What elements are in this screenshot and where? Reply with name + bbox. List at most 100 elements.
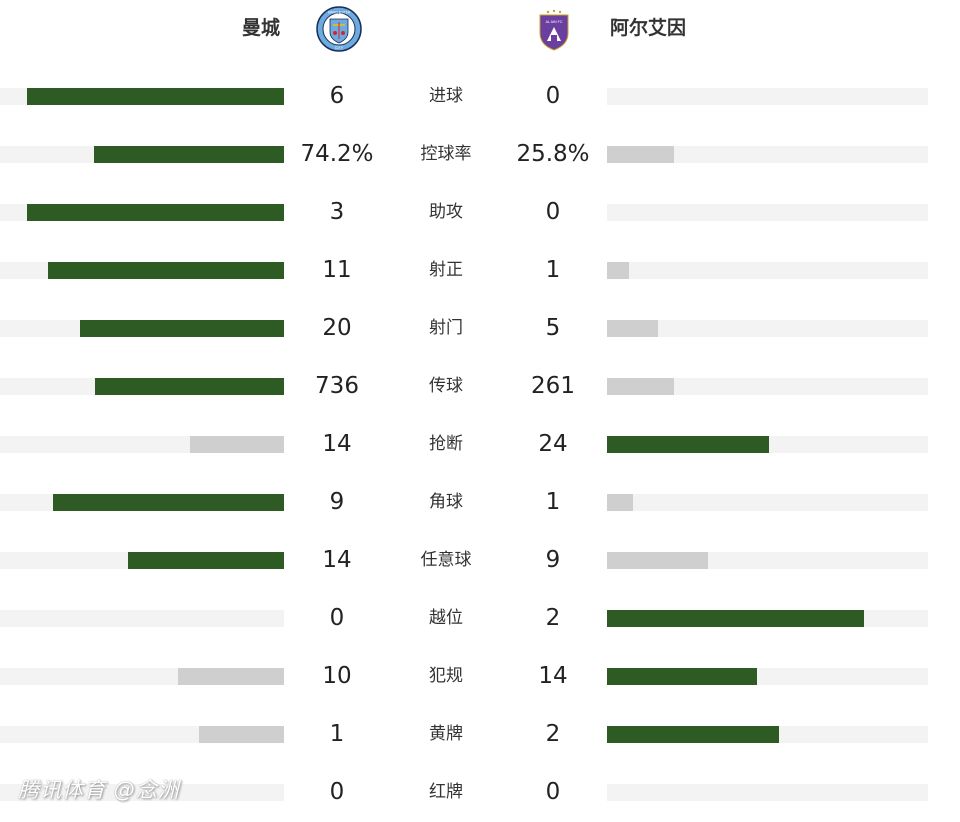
- stat-row: 0 红牌 0: [0, 764, 960, 822]
- home-stat-value: 3: [329, 199, 345, 225]
- away-stat-value: 0: [545, 779, 561, 805]
- stat-row: 1 黄牌 2: [0, 706, 960, 764]
- home-team-crest-icon: MANCHESTER CITY: [315, 5, 363, 53]
- away-bar-fill: [607, 726, 779, 743]
- away-team-crest-icon: AL AIN FC: [530, 5, 578, 53]
- home-stat-value: 14: [322, 431, 352, 457]
- stat-label: 犯规: [429, 666, 463, 686]
- home-bar-track: [0, 436, 284, 453]
- home-bar-fill: [177, 668, 284, 685]
- stat-label: 红牌: [429, 782, 463, 802]
- stat-row: 0 越位 2: [0, 590, 960, 648]
- home-bar-fill: [79, 320, 284, 337]
- home-stat-value: 0: [329, 605, 345, 631]
- home-stat-value: 74.2%: [300, 141, 374, 167]
- home-logo-text-top: MANCHESTER: [328, 11, 351, 15]
- home-bar-fill: [93, 146, 284, 163]
- home-stat-value: 6: [329, 83, 345, 109]
- away-stat-value: 24: [538, 431, 568, 457]
- away-bar-fill: [607, 668, 757, 685]
- home-stat-value: 20: [322, 315, 352, 341]
- away-stat-value: 0: [545, 83, 561, 109]
- home-bar-track: [0, 784, 284, 801]
- away-bar-track: [607, 320, 928, 337]
- stat-label: 控球率: [420, 144, 472, 164]
- stat-label: 射门: [429, 318, 463, 338]
- stat-label: 角球: [429, 492, 463, 512]
- away-bar-track: [607, 610, 928, 627]
- home-stat-value: 9: [329, 489, 345, 515]
- away-bar-track: [607, 436, 928, 453]
- stat-row: 14 任意球 9: [0, 532, 960, 590]
- stat-row: 11 射正 1: [0, 242, 960, 300]
- match-header: 曼城 MANCHESTER CITY AL AIN FC 阿尔艾因: [0, 0, 960, 60]
- away-bar-track: [607, 784, 928, 801]
- home-bar-track: [0, 146, 284, 163]
- home-bar-track: [0, 88, 284, 105]
- away-bar-fill: [607, 494, 633, 511]
- away-bar-track: [607, 88, 928, 105]
- home-stat-value: 14: [322, 547, 352, 573]
- home-bar-track: [0, 320, 284, 337]
- stat-label: 越位: [429, 608, 463, 628]
- home-stat-value: 1: [329, 721, 345, 747]
- stat-label: 抢断: [429, 434, 463, 454]
- stat-row: 10 犯规 14: [0, 648, 960, 706]
- home-stat-value: 0: [329, 779, 345, 805]
- home-bar-track: [0, 378, 284, 395]
- away-bar-track: [607, 146, 928, 163]
- away-bar-fill: [607, 610, 864, 627]
- home-bar-fill: [26, 88, 284, 105]
- away-bar-fill: [607, 552, 709, 569]
- home-bar-fill: [190, 436, 284, 453]
- home-team-name: 曼城: [241, 17, 280, 39]
- stat-row: 20 射门 5: [0, 300, 960, 358]
- home-bar-track: [0, 668, 284, 685]
- away-bar-track: [607, 552, 928, 569]
- home-stat-value: 11: [322, 257, 352, 283]
- away-stat-value: 261: [531, 373, 575, 399]
- away-bar-track: [607, 378, 928, 395]
- home-stat-value: 736: [315, 373, 359, 399]
- home-bar-track: [0, 262, 284, 279]
- home-bar-fill: [48, 262, 284, 279]
- away-bar-fill: [607, 262, 630, 279]
- away-stat-value: 1: [545, 489, 561, 515]
- home-bar-track: [0, 552, 284, 569]
- away-stat-value: 2: [545, 605, 561, 631]
- stat-label: 助攻: [429, 202, 463, 222]
- home-bar-fill: [127, 552, 284, 569]
- home-bar-fill: [26, 204, 284, 221]
- away-bar-fill: [607, 436, 770, 453]
- home-bar-track: [0, 726, 284, 743]
- stat-row: 9 角球 1: [0, 474, 960, 532]
- away-bar-track: [607, 494, 928, 511]
- stat-row: 736 传球 261: [0, 358, 960, 416]
- home-bar-fill: [52, 494, 284, 511]
- away-stat-value: 25.8%: [516, 141, 590, 167]
- stat-label: 黄牌: [429, 724, 463, 744]
- away-logo-text: AL AIN FC: [546, 20, 563, 24]
- away-stat-value: 0: [545, 199, 561, 225]
- stat-row: 74.2% 控球率 25.8%: [0, 126, 960, 184]
- away-bar-track: [607, 668, 928, 685]
- away-bar-track: [607, 726, 928, 743]
- away-bar-track: [607, 262, 928, 279]
- home-bar-track: [0, 610, 284, 627]
- away-team-name: 阿尔艾因: [610, 17, 687, 39]
- watermark: 腾讯体育 @念洲: [18, 778, 180, 802]
- stat-label: 传球: [429, 376, 463, 396]
- stat-row: 3 助攻 0: [0, 184, 960, 242]
- away-bar-fill: [607, 378, 675, 395]
- stat-label: 进球: [429, 86, 463, 106]
- away-stat-value: 1: [545, 257, 561, 283]
- away-stat-value: 5: [545, 315, 561, 341]
- home-bar-track: [0, 494, 284, 511]
- home-logo-text-bottom: CITY: [335, 46, 344, 50]
- away-stat-value: 14: [538, 663, 568, 689]
- home-bar-fill: [198, 726, 284, 743]
- away-stat-value: 2: [545, 721, 561, 747]
- stat-label: 任意球: [420, 550, 472, 570]
- stat-label: 射正: [429, 260, 463, 280]
- stat-row: 14 抢断 24: [0, 416, 960, 474]
